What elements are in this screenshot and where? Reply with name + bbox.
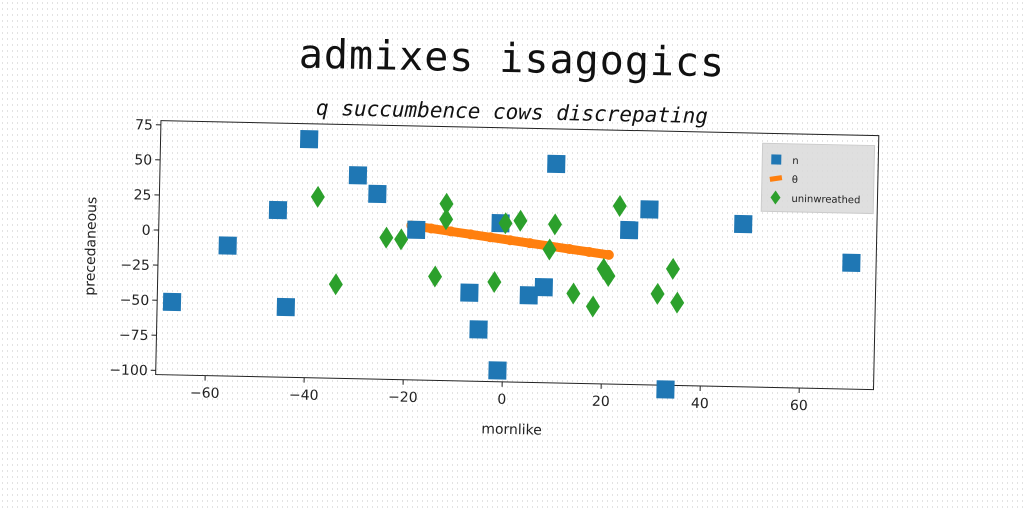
square-point <box>349 166 367 184</box>
x-tick-label: 40 <box>691 396 709 412</box>
square-point <box>219 236 237 254</box>
square-point <box>734 215 752 233</box>
diamond-point <box>670 292 684 314</box>
square-point <box>163 293 181 311</box>
axis-ticks: −60 −40 −20 0 20 40 60 −100 −75 −50 −25 0 25 50 75 <box>109 117 814 414</box>
diamond-point <box>650 283 664 305</box>
diamond-point <box>379 226 393 248</box>
square-point <box>620 221 638 239</box>
square-point <box>842 254 860 272</box>
diamond-point <box>487 271 501 293</box>
y-tick-label: 50 <box>134 152 152 168</box>
diamond-point <box>394 228 408 250</box>
y-tick-label: 25 <box>133 187 151 203</box>
diamond-point <box>613 195 627 217</box>
data-marks <box>161 127 863 402</box>
plot-area: −60 −40 −20 0 20 40 60 −100 −75 −50 −25 0 25 50 75 nθu… <box>79 116 878 445</box>
square-point <box>640 200 658 218</box>
y-tick-label: −50 <box>119 292 149 309</box>
diamond-point <box>586 295 600 317</box>
square-point <box>300 130 318 148</box>
x-tick-label: 20 <box>592 394 610 410</box>
square-point <box>469 320 487 338</box>
x-tick-label: −60 <box>190 385 220 402</box>
diamond-point <box>566 282 580 304</box>
diamond-point <box>428 265 442 287</box>
y-axis-label: precedaneous <box>82 197 100 296</box>
x-tick-label: 60 <box>790 398 808 414</box>
legend-label: θ <box>792 175 798 186</box>
square-point <box>460 284 478 302</box>
diamond-point <box>513 210 527 232</box>
square-point <box>547 155 565 173</box>
square-point <box>656 380 674 398</box>
square-point <box>535 278 553 296</box>
diamond-point <box>311 186 325 208</box>
y-tick-label: −75 <box>119 327 149 344</box>
y-tick-label: 75 <box>135 117 153 133</box>
y-tick-label: −25 <box>120 257 150 274</box>
square-point <box>407 221 425 239</box>
diamond-point <box>329 273 343 295</box>
square-point <box>368 185 386 203</box>
x-tick-label: −40 <box>289 387 319 404</box>
legend-label: uninwreathed <box>791 194 860 206</box>
x-axis-label: mornlike <box>481 421 542 438</box>
legend-marker-line <box>770 177 782 179</box>
diamond-point <box>666 258 680 280</box>
square-point <box>269 201 287 219</box>
legend-marker-square <box>771 154 781 164</box>
square-point <box>277 298 295 316</box>
legend: nθ uninwreathed <box>761 143 874 213</box>
y-tick-label: −100 <box>109 362 148 379</box>
square-point <box>488 361 506 379</box>
y-tick-label: 0 <box>142 223 151 239</box>
legend-label: n <box>792 156 799 167</box>
diamond-point <box>548 213 562 235</box>
x-tick-label: −20 <box>388 389 418 406</box>
x-tick-label: 0 <box>497 392 506 408</box>
